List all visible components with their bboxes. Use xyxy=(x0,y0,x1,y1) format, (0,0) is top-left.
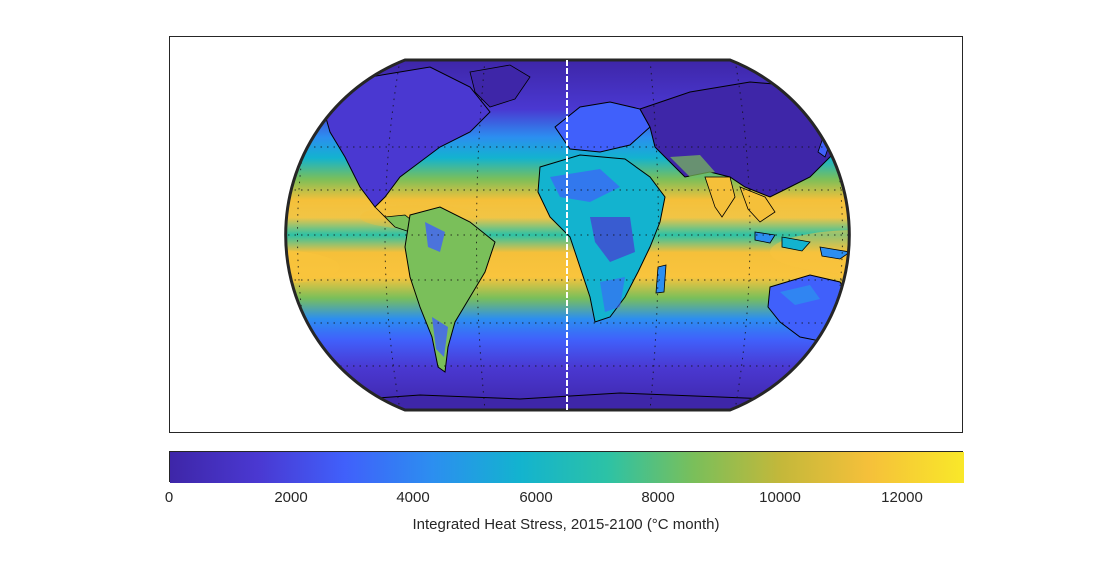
heat-stress-map xyxy=(284,58,851,412)
colorbar-tick-label: 6000 xyxy=(519,489,553,506)
globe-fill xyxy=(285,60,850,410)
antarctica-landmass xyxy=(319,392,821,410)
colorbar-tick-label: 0 xyxy=(164,489,174,506)
colorbar-title: Integrated Heat Stress, 2015-2100 (°C mo… xyxy=(412,516,720,533)
map-panel xyxy=(169,36,963,433)
colorbar-tick-label: 8000 xyxy=(641,489,675,506)
colorbar-tick-label: 2000 xyxy=(274,489,308,506)
colorbar-tick-label: 12000 xyxy=(881,489,923,506)
globe-outline xyxy=(284,58,851,412)
colorbar-tick-label: 4000 xyxy=(396,489,430,506)
south-america-landmass xyxy=(404,206,496,373)
colorbar-tick-label: 10000 xyxy=(759,489,801,506)
north-america-landmass xyxy=(319,66,491,208)
colorbar xyxy=(169,451,964,483)
